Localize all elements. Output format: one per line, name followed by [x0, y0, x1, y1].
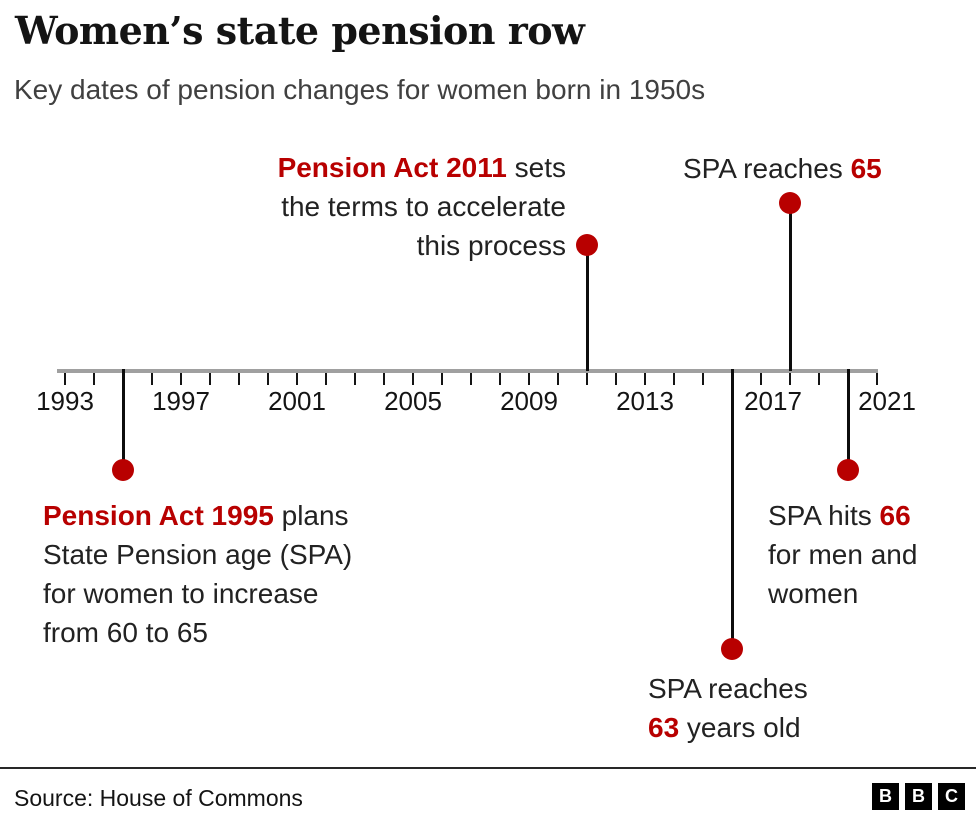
- event-dot-2018: [779, 192, 801, 214]
- annotation-line: this process: [416, 230, 566, 261]
- axis-tick-1994: [93, 373, 95, 385]
- event-annotation-1995: Pension Act 1995 plans State Pension age …: [43, 496, 352, 652]
- annotation-line: for men and: [768, 539, 918, 570]
- axis-tick-2017: [760, 373, 762, 385]
- annotation-line: Pension Act 2011 sets: [277, 152, 566, 183]
- event-annotation-2011: Pension Act 2011 sets the terms to accele…: [278, 148, 566, 265]
- event-stem-2020: [846, 369, 850, 470]
- axis-tick-2009: [528, 373, 530, 385]
- timeline-axis: [57, 369, 878, 373]
- axis-label-2021: 2021: [858, 386, 916, 416]
- event-dot-1995: [112, 459, 134, 481]
- timeline-chart: 1993 1997 2001 2005 2009 2013 2017 2021 Pension …: [36, 148, 917, 747]
- axis-tick-2002: [325, 373, 327, 385]
- axis-label-2013: 2013: [616, 386, 674, 416]
- event-annotation-2016: SPA reaches 63 years old: [648, 669, 808, 747]
- axis-tick-2018: [789, 373, 791, 385]
- axis-tick-1997: [180, 373, 182, 385]
- axis-label-2001: 2001: [268, 386, 326, 416]
- axis-label-2005: 2005: [384, 386, 442, 416]
- event-dot-2020: [837, 459, 859, 481]
- annotation-line: SPA reaches 65: [683, 153, 882, 184]
- axis-tick-2011: [586, 373, 588, 385]
- source-label: Source: House of Commons: [14, 785, 303, 811]
- axis-tick-1999: [238, 373, 240, 385]
- axis-tick-2008: [499, 373, 501, 385]
- axis-tick-2015: [702, 373, 704, 385]
- axis-tick-2014: [673, 373, 675, 385]
- axis-tick-2013: [644, 373, 646, 385]
- event-annotation-2018: SPA reaches 65: [683, 149, 882, 188]
- annotation-line: the terms to accelerate: [281, 191, 566, 222]
- axis-label-1993: 1993: [36, 386, 94, 416]
- axis-label-2009: 2009: [500, 386, 558, 416]
- annotation-line: for women to increase: [43, 578, 319, 609]
- axis-tick-2000: [267, 373, 269, 385]
- annotation-line: 63 years old: [648, 712, 801, 743]
- axis-tick-2010: [557, 373, 559, 385]
- event-dot-2016: [721, 638, 743, 660]
- bbc-logo: B B C: [872, 783, 965, 810]
- axis-tick-2006: [441, 373, 443, 385]
- axis-tick-1993: [64, 373, 66, 385]
- annotation-line: SPA reaches: [648, 673, 808, 704]
- event-stem-1995: [121, 369, 125, 470]
- event-dot-2011: [576, 234, 598, 256]
- annotation-line: SPA hits 66: [768, 500, 911, 531]
- event-stem-2018: [788, 203, 792, 371]
- page-subtitle: Key dates of pension changes for women b…: [14, 74, 706, 105]
- axis-tick-1998: [209, 373, 211, 385]
- axis-tick-2019: [818, 373, 820, 385]
- event-annotation-2020: SPA hits 66 for men and women: [768, 496, 917, 613]
- event-stem-2016: [730, 369, 734, 649]
- axis-tick-2001: [296, 373, 298, 385]
- axis-tick-2003: [354, 373, 356, 385]
- axis-tick-2004: [383, 373, 385, 385]
- axis-tick-2007: [470, 373, 472, 385]
- footer-divider: [0, 767, 976, 769]
- bbc-logo-letter-b1: B: [872, 783, 899, 810]
- event-stem-2011: [585, 245, 589, 371]
- annotation-line: Pension Act 1995 plans: [43, 500, 349, 531]
- annotation-line: from 60 to 65: [43, 617, 208, 648]
- annotation-line: women: [768, 578, 859, 609]
- axis-label-1997: 1997: [152, 386, 210, 416]
- axis-tick-2021: [876, 373, 878, 385]
- axis-label-2017: 2017: [744, 386, 802, 416]
- page-title: Women’s state pension row: [15, 8, 585, 53]
- annotation-line: State Pension age (SPA): [43, 539, 353, 570]
- axis-tick-2005: [412, 373, 414, 385]
- bbc-logo-letter-c: C: [938, 783, 965, 810]
- axis-tick-2012: [615, 373, 617, 385]
- bbc-logo-letter-b2: B: [905, 783, 932, 810]
- axis-tick-1996: [151, 373, 153, 385]
